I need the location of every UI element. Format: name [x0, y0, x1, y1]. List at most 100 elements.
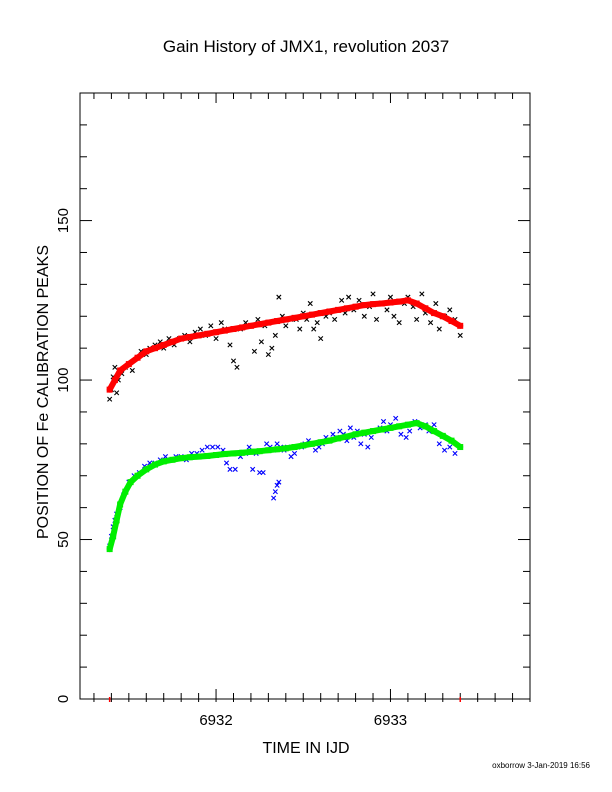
fit-point [186, 454, 193, 461]
fit-point [396, 298, 403, 305]
data-point-marker [276, 479, 282, 485]
data-point-marker [380, 418, 387, 425]
data-point-marker [414, 316, 420, 323]
data-point-marker [339, 297, 345, 303]
fit-point [239, 324, 246, 331]
data-point-marker [393, 415, 399, 421]
fit-layer [106, 297, 464, 553]
series-layer [107, 291, 463, 549]
y-tick-label: 50 [55, 531, 72, 548]
fit-point [335, 306, 342, 313]
fit-point [291, 314, 298, 321]
fit-point [431, 428, 438, 435]
fit-point [282, 316, 289, 323]
fit-point [213, 329, 220, 336]
fit-point [387, 424, 394, 431]
data-point-marker [387, 294, 394, 300]
fit-point [404, 297, 411, 304]
fit-curve [106, 420, 464, 553]
data-point-marker [384, 307, 390, 313]
fit-point [106, 386, 113, 393]
fit-point [352, 431, 359, 438]
data-point-marker [258, 339, 264, 345]
data-point-marker [199, 447, 205, 453]
fit-point [431, 310, 438, 317]
data-point-marker [433, 300, 439, 307]
fit-point [370, 428, 377, 435]
data-point-marker [227, 342, 233, 348]
fit-point [152, 345, 158, 352]
data-point-marker [274, 482, 280, 488]
fit-point [448, 437, 455, 444]
fit-point [117, 501, 124, 508]
data-point-marker [427, 320, 434, 326]
data-point-marker [260, 469, 266, 476]
data-point-marker [391, 313, 397, 319]
fit-point [160, 458, 167, 465]
fit-point [326, 437, 333, 444]
data-point-marker [250, 466, 256, 472]
fit-point [439, 432, 446, 439]
fit-point [404, 421, 411, 428]
fit-point [457, 444, 464, 451]
fit-point [169, 338, 176, 345]
fit-point [422, 305, 429, 312]
data-point-marker [265, 351, 271, 358]
data-point-marker [398, 431, 404, 437]
data-point-marker [107, 396, 113, 402]
red-markers [108, 697, 461, 702]
fit-point [160, 341, 167, 348]
fit-point [413, 300, 420, 307]
fit-point [239, 449, 246, 456]
plot-frame [79, 92, 531, 700]
data-point-marker [373, 316, 380, 323]
fit-point [127, 479, 134, 486]
data-point-marker [230, 358, 237, 364]
data-point-marker [332, 316, 338, 323]
fit-point [335, 435, 342, 442]
fit-point [396, 423, 403, 430]
data-point-marker [215, 444, 221, 450]
data-point-marker [213, 336, 219, 342]
data-point-marker [197, 326, 203, 332]
fit-point [113, 517, 120, 524]
fit-point [213, 452, 220, 459]
data-point-marker [114, 390, 120, 396]
fit-point [361, 429, 368, 436]
x-tick-label: 6933 [374, 712, 407, 729]
data-point-marker [358, 441, 364, 447]
data-point-marker [204, 444, 210, 450]
fit-point [413, 420, 420, 427]
fit-point [378, 426, 385, 433]
data-point-marker [129, 367, 135, 374]
fit-point [256, 321, 263, 328]
data-point-marker [269, 345, 275, 351]
fit-point [448, 318, 455, 325]
fit-point [378, 300, 385, 307]
data-point-marker [271, 495, 277, 501]
data-point-marker [209, 444, 216, 450]
data-point-marker [403, 434, 409, 441]
fit-point [134, 354, 141, 361]
data-point-marker [251, 348, 258, 354]
fit-point [110, 533, 117, 540]
fit-point [204, 452, 211, 459]
fit-point [256, 448, 263, 455]
fit-point [422, 423, 429, 430]
credit-stamp: oxborrow 3-Jan-2019 16:56 [492, 761, 590, 770]
data-point-marker [314, 320, 320, 326]
fit-point [317, 439, 324, 446]
data-point-marker [368, 434, 374, 441]
data-point-marker [291, 450, 298, 456]
data-point-marker [431, 422, 437, 428]
fit-point [230, 450, 237, 457]
fit-point [352, 303, 359, 310]
data-point-marker [447, 307, 453, 313]
data-point-marker [283, 323, 289, 329]
fit-point [317, 310, 324, 317]
fit-point [300, 442, 307, 449]
fit-point [439, 313, 446, 320]
fit-point [274, 318, 281, 325]
data-point-marker [307, 300, 313, 307]
